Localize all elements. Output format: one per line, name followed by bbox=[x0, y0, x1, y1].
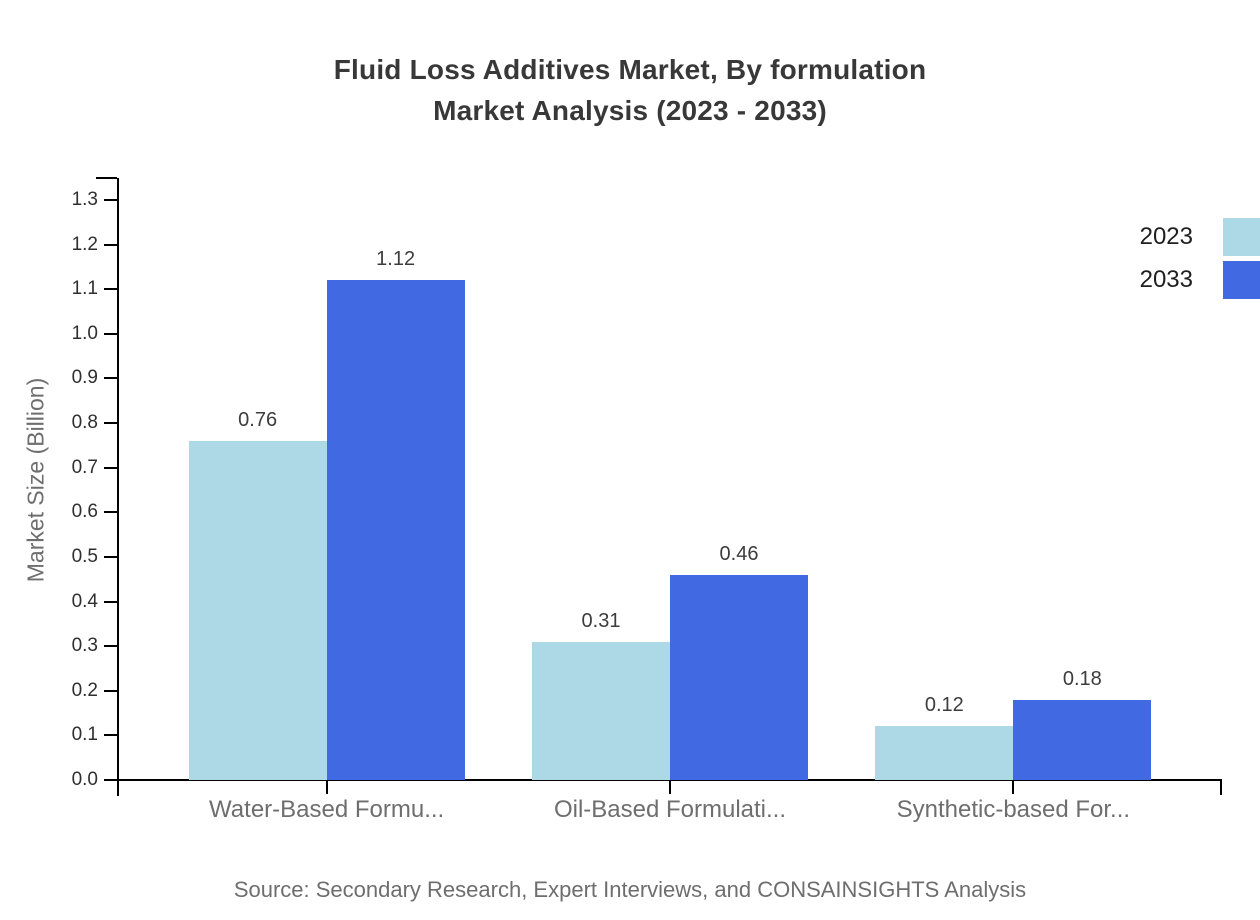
y-axis-tick bbox=[104, 466, 118, 469]
bar-2033-1 bbox=[670, 575, 808, 780]
y-axis-tick bbox=[104, 734, 118, 737]
bar-value-label: 0.18 bbox=[1062, 668, 1102, 690]
bar-value-label: 0.46 bbox=[719, 543, 759, 565]
y-axis-tick bbox=[104, 377, 118, 380]
y-axis-tick-label: 1.1 bbox=[71, 278, 98, 300]
y-axis-tick-label: 1.2 bbox=[71, 233, 98, 255]
y-axis-tick bbox=[104, 600, 118, 603]
y-axis-tick bbox=[104, 555, 118, 558]
y-axis-tick bbox=[104, 645, 118, 648]
x-category-label: Oil-Based Formulati... bbox=[553, 796, 787, 823]
bar-value-label: 1.12 bbox=[376, 248, 416, 270]
legend-item-2023: 2023 bbox=[1140, 218, 1260, 256]
x-axis-tick bbox=[325, 780, 328, 794]
legend-item-label: 2033 bbox=[1139, 266, 1193, 293]
y-axis-tick-label: 0.1 bbox=[71, 724, 98, 746]
y-axis-tick bbox=[104, 689, 118, 692]
source-note: Source: Secondary Research, Expert Inter… bbox=[233, 877, 1027, 902]
bar-value-label: 0.31 bbox=[581, 610, 621, 632]
y-axis-line bbox=[117, 178, 119, 796]
legend: 2023 2033 bbox=[1140, 218, 1260, 304]
y-axis-tick-label: 0.7 bbox=[71, 456, 98, 478]
bar-value-label: 0.12 bbox=[924, 694, 964, 716]
y-axis-tick-label: 0.4 bbox=[71, 590, 98, 612]
legend-item-label: 2023 bbox=[1139, 223, 1193, 250]
chart-title-line2: Market Analysis (2023 - 2033) bbox=[433, 95, 827, 126]
y-axis-tick-label: 0.9 bbox=[71, 367, 98, 389]
y-axis-tick bbox=[104, 332, 118, 335]
y-axis-tick bbox=[104, 779, 118, 781]
y-axis-tick-label: 1.0 bbox=[71, 322, 98, 344]
y-axis-tick-label: 0.8 bbox=[71, 412, 98, 434]
page-title: Fluid Loss Additives Market, By formulat… bbox=[0, 49, 1260, 131]
x-axis-right-end-tick bbox=[1220, 779, 1222, 795]
bar-2023-2 bbox=[875, 726, 1014, 780]
y-axis-tick-label: 0.3 bbox=[71, 635, 98, 657]
bar-2023-0 bbox=[188, 441, 327, 780]
y-axis-tick bbox=[104, 243, 118, 246]
y-axis-tick-label: 1.3 bbox=[71, 189, 98, 210]
x-category-label: Synthetic-based For... bbox=[896, 796, 1131, 823]
y-axis-tick-label: 0.2 bbox=[71, 679, 98, 701]
bar-2023-1 bbox=[532, 642, 670, 780]
y-axis-top-end-tick bbox=[96, 177, 117, 179]
y-axis-tick bbox=[104, 511, 118, 514]
y-axis-tick bbox=[104, 199, 118, 201]
y-axis-tick-label: 0.5 bbox=[71, 545, 98, 567]
y-axis-tick bbox=[104, 288, 118, 291]
y-axis-tick-label: 0.0 bbox=[71, 769, 98, 790]
y-axis-tick bbox=[104, 422, 118, 425]
legend-swatch-2023 bbox=[1223, 218, 1260, 256]
y-axis-tick-label: 0.6 bbox=[71, 501, 98, 523]
bar-2033-0 bbox=[326, 280, 465, 780]
legend-swatch-2033 bbox=[1223, 261, 1260, 299]
x-axis-tick bbox=[669, 780, 671, 794]
bar-value-label: 0.76 bbox=[238, 409, 278, 431]
legend-item-2033: 2033 bbox=[1140, 261, 1260, 299]
chart-title-line1: Fluid Loss Additives Market, By formulat… bbox=[333, 54, 927, 85]
bar-2033-2 bbox=[1013, 700, 1152, 780]
x-category-label: Water-Based Formu... bbox=[209, 796, 445, 823]
x-axis-tick bbox=[1012, 780, 1015, 794]
